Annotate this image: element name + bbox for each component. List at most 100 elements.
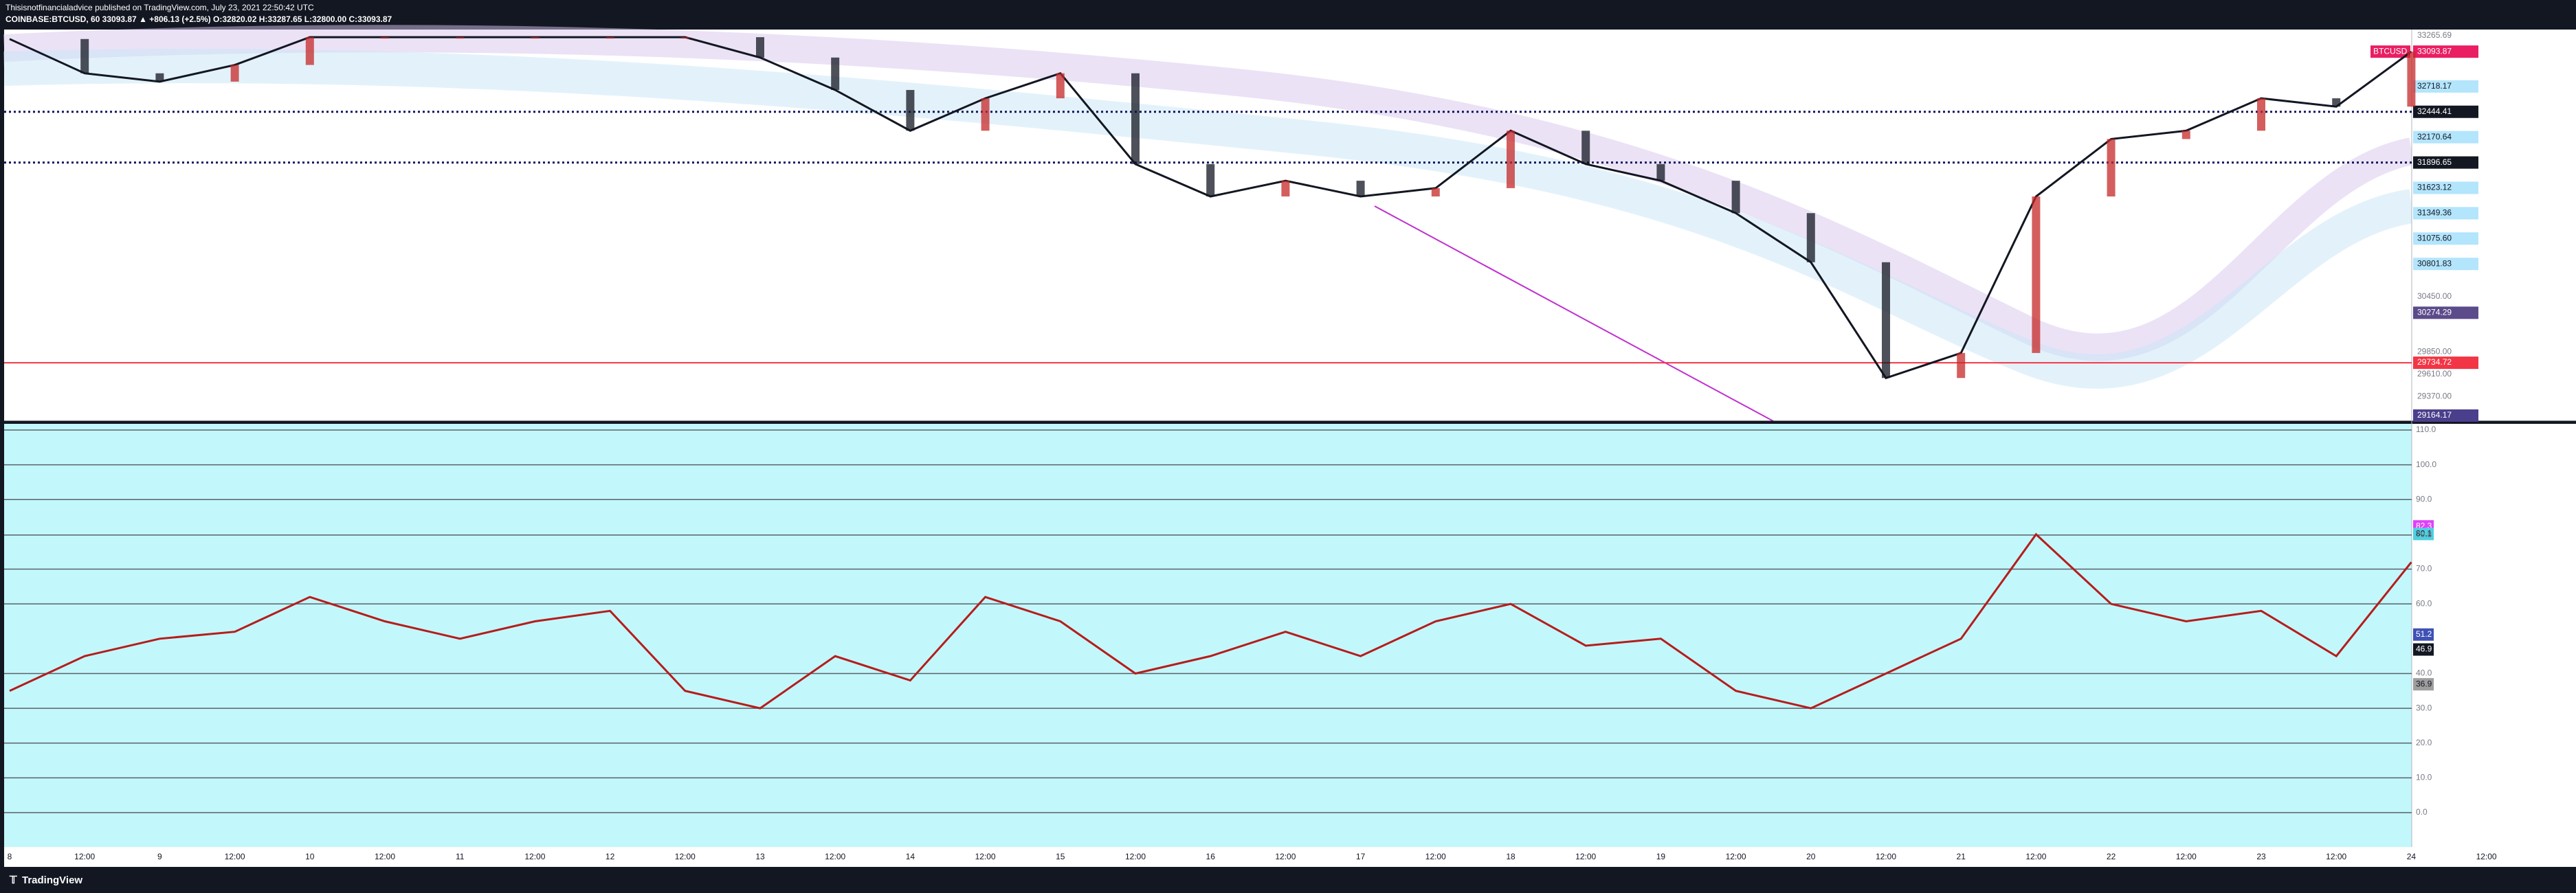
candle bbox=[1507, 131, 1515, 188]
candle bbox=[680, 37, 689, 39]
time-label: 18 bbox=[1506, 852, 1515, 861]
price-label: 33093.87 bbox=[2417, 46, 2452, 56]
price-tag bbox=[2413, 80, 2478, 93]
price-axis bbox=[2412, 30, 2576, 421]
ribbon-band bbox=[3, 49, 2415, 389]
candle bbox=[1356, 181, 1365, 197]
price-label: 29850.00 bbox=[2417, 347, 2452, 357]
trend-line bbox=[1374, 205, 1774, 422]
candle bbox=[1882, 262, 1890, 378]
candle bbox=[2032, 196, 2041, 353]
osc-tag bbox=[2413, 528, 2434, 541]
candle bbox=[2107, 139, 2116, 197]
osc-label: 0.0 bbox=[2416, 807, 2428, 817]
candle bbox=[1656, 163, 1665, 181]
candle bbox=[531, 37, 540, 39]
price-tag bbox=[2413, 131, 2478, 144]
price-tag bbox=[2413, 181, 2478, 194]
price-label: 32170.64 bbox=[2417, 132, 2452, 142]
osc-label: 40.0 bbox=[2416, 668, 2432, 678]
brand-icon: 𝕋 bbox=[9, 874, 17, 886]
symbol-tag-label: BTCUSD bbox=[2373, 46, 2408, 56]
candle bbox=[2407, 52, 2416, 107]
time-label: 10 bbox=[305, 852, 315, 861]
time-label: 12:00 bbox=[225, 852, 245, 861]
candle bbox=[756, 37, 764, 58]
price-tag bbox=[2413, 306, 2478, 319]
osc-label: 90.0 bbox=[2416, 494, 2432, 504]
candle bbox=[1431, 188, 1440, 197]
osc-label: 79.8 bbox=[2416, 530, 2432, 539]
candle bbox=[1806, 213, 1815, 262]
price-tag bbox=[2413, 232, 2478, 245]
time-label: 13 bbox=[755, 852, 765, 861]
brand: TradingView bbox=[22, 874, 82, 886]
price-tag bbox=[2413, 45, 2478, 58]
price-label: 30801.83 bbox=[2417, 258, 2452, 268]
price-label: 29370.00 bbox=[2417, 391, 2452, 400]
time-label: 12:00 bbox=[1876, 852, 1896, 861]
candle bbox=[80, 38, 89, 74]
time-label: 24 bbox=[2407, 852, 2417, 861]
osc-tag bbox=[2413, 628, 2434, 641]
osc-label: 36.9 bbox=[2416, 679, 2432, 688]
time-label: 22 bbox=[2107, 852, 2116, 861]
time-label: 11 bbox=[456, 852, 465, 861]
price-label: 32444.41 bbox=[2417, 106, 2452, 116]
candle bbox=[1281, 181, 1290, 197]
dynamic-layer: 33265.69 33093.87 BTCUSD 32718.17 32444.41 32… bbox=[4, 30, 2497, 861]
time-label: 19 bbox=[1656, 852, 1666, 861]
osc-label: 110.0 bbox=[2416, 425, 2436, 434]
candle bbox=[981, 98, 990, 131]
candle bbox=[1581, 131, 1590, 164]
time-axis bbox=[4, 847, 2576, 867]
candle bbox=[906, 89, 915, 131]
candle bbox=[381, 37, 389, 39]
time-label: 12:00 bbox=[675, 852, 696, 861]
candle bbox=[606, 37, 614, 39]
time-label: 12:00 bbox=[975, 852, 996, 861]
osc-label: 20.0 bbox=[2416, 738, 2432, 747]
candle bbox=[1731, 181, 1740, 214]
price-label: 30450.00 bbox=[2417, 291, 2452, 301]
price-label: 29610.00 bbox=[2417, 369, 2452, 378]
time-label: 23 bbox=[2256, 852, 2266, 861]
oscillator-axis bbox=[2412, 424, 2576, 847]
candle bbox=[2257, 98, 2265, 131]
time-label: 8 bbox=[8, 852, 12, 861]
price-label: 33265.69 bbox=[2417, 30, 2452, 40]
candle bbox=[230, 65, 239, 82]
time-label: 12:00 bbox=[1726, 852, 1746, 861]
osc-tag bbox=[2413, 643, 2434, 656]
time-label: 15 bbox=[1056, 852, 1065, 861]
time-label: 14 bbox=[906, 852, 915, 861]
time-label: 12 bbox=[606, 852, 615, 861]
osc-label: 80.1 bbox=[2416, 529, 2432, 539]
price-label: 31349.36 bbox=[2417, 208, 2452, 218]
price-label: 29164.17 bbox=[2417, 410, 2452, 420]
price-label: 31896.65 bbox=[2417, 157, 2452, 167]
price-label: 31075.60 bbox=[2417, 233, 2452, 242]
time-label: 12:00 bbox=[825, 852, 845, 861]
oscillator-line bbox=[9, 532, 2412, 710]
ribbon-band bbox=[3, 25, 2415, 361]
price-label: 30274.29 bbox=[2417, 307, 2452, 317]
candle bbox=[155, 73, 164, 82]
osc-label: 60.0 bbox=[2416, 598, 2432, 608]
osc-label: 46.9 bbox=[2416, 644, 2432, 654]
symbol-line: COINBASE:BTCUSD, 60 33093.87 ▲ +806.13 (… bbox=[5, 14, 392, 24]
price-label: 31623.12 bbox=[2417, 183, 2452, 192]
price-tag bbox=[2413, 357, 2478, 370]
price-label: 29734.72 bbox=[2417, 357, 2452, 367]
time-label: 12:00 bbox=[2176, 852, 2197, 861]
osc-label: 100.0 bbox=[2416, 460, 2436, 469]
oscillator-pane bbox=[4, 424, 2412, 847]
price-tag bbox=[2413, 156, 2478, 169]
time-label: 20 bbox=[1806, 852, 1816, 861]
osc-label: 10.0 bbox=[2416, 773, 2432, 782]
candle bbox=[831, 57, 840, 90]
candle bbox=[456, 37, 465, 39]
time-label: 12:00 bbox=[375, 852, 395, 861]
time-label: 12:00 bbox=[74, 852, 95, 861]
